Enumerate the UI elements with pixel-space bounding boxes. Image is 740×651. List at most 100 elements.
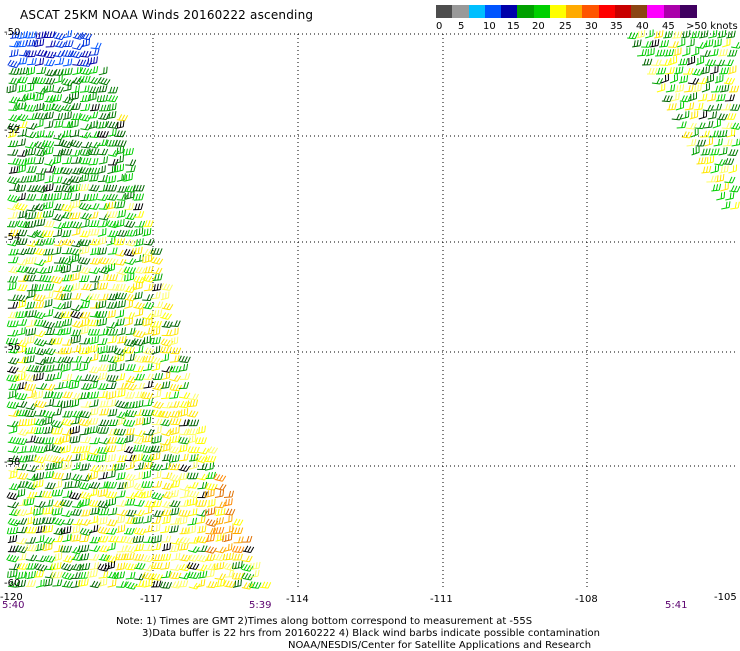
- wind-barb: [124, 258, 137, 265]
- wind-barb: [26, 240, 38, 247]
- wind-barb: [60, 148, 73, 156]
- wind-barb: [687, 77, 700, 85]
- wind-barb: [204, 462, 215, 471]
- wind-barb: [143, 428, 155, 436]
- wind-barb: [9, 40, 21, 48]
- wind-barb: [678, 75, 689, 84]
- wind-barb: [179, 373, 191, 380]
- wind-barb: [125, 364, 136, 371]
- wind-barb: [105, 211, 118, 218]
- wind-barb: [115, 155, 125, 164]
- wind-barb: [178, 382, 190, 390]
- wind-barb: [25, 175, 36, 183]
- wind-barb: [116, 173, 126, 182]
- wind-barb: [249, 561, 261, 570]
- wind-barb: [97, 372, 108, 380]
- wind-barb: [98, 156, 109, 165]
- wind-barb: [88, 366, 101, 374]
- wind-barb: [44, 69, 57, 77]
- wind-barb: [713, 38, 722, 48]
- wind-barb: [25, 562, 37, 570]
- wind-barb: [7, 446, 20, 453]
- wind-barb: [700, 148, 711, 156]
- wind-barb: [25, 403, 38, 411]
- wind-barb: [645, 29, 654, 39]
- wind-barb: [114, 218, 125, 228]
- wind-barb: [95, 310, 108, 318]
- wind-barb: [149, 336, 161, 345]
- wind-barb: [25, 445, 36, 453]
- wind-barb: [79, 275, 90, 283]
- wind-barb: [16, 445, 27, 454]
- wind-barb: [116, 455, 127, 463]
- wind-barb: [44, 328, 56, 336]
- wind-barb: [654, 30, 664, 39]
- wind-barb: [25, 435, 36, 443]
- wind-barb: [708, 130, 719, 138]
- wind-barb: [205, 546, 217, 554]
- wind-barb: [123, 338, 137, 347]
- wind-barb: [665, 84, 676, 93]
- wind-barb: [35, 462, 46, 471]
- wind-barb: [89, 275, 101, 283]
- wind-barb: [60, 347, 73, 355]
- wind-barb: [134, 308, 144, 317]
- wind-barb: [214, 573, 226, 581]
- wind-barb: [697, 93, 708, 102]
- legend-label-25: 25: [559, 21, 572, 32]
- wind-barb: [24, 266, 38, 275]
- wind-barb: [97, 247, 108, 255]
- wind-barb: [694, 122, 706, 130]
- wind-barb: [6, 554, 20, 563]
- wind-barb: [62, 518, 74, 526]
- wind-barb: [124, 581, 138, 590]
- wind-barb: [116, 209, 127, 218]
- wind-barb: [79, 131, 91, 139]
- wind-barb: [79, 325, 89, 335]
- wind-barb: [16, 138, 26, 147]
- wind-barb: [223, 570, 235, 578]
- legend-swatch: [566, 5, 583, 18]
- wind-barb: [44, 111, 54, 120]
- wind-barb: [686, 56, 696, 66]
- wind-barb: [169, 327, 179, 337]
- wind-barb: [692, 83, 702, 93]
- wind-barb: [116, 500, 128, 507]
- wind-barb: [88, 157, 99, 166]
- wind-barb: [97, 338, 108, 345]
- wind-barb: [52, 461, 63, 470]
- wind-barb: [7, 534, 18, 544]
- wind-barb: [106, 328, 119, 336]
- wind-barb: [141, 409, 154, 417]
- wind-barb: [42, 525, 54, 533]
- wind-barb: [16, 220, 30, 229]
- wind-barb: [107, 356, 120, 364]
- wind-barb: [132, 399, 144, 409]
- wind-barb: [188, 536, 200, 544]
- wind-barb: [97, 194, 109, 202]
- wind-barb: [89, 562, 99, 571]
- wind-barb: [124, 427, 135, 436]
- wind-barb: [61, 247, 73, 255]
- wind-barb: [34, 348, 47, 356]
- wind-barb: [169, 500, 181, 508]
- wind-barb: [676, 121, 687, 129]
- wind-barb: [696, 157, 707, 165]
- wind-barb: [134, 417, 144, 426]
- wind-barb: [16, 76, 28, 84]
- wind-barb: [17, 128, 28, 137]
- wind-barb: [60, 264, 72, 274]
- wind-barb: [79, 392, 90, 400]
- wind-barb: [214, 508, 226, 516]
- wind-barb: [34, 446, 47, 453]
- wind-barb: [97, 220, 108, 228]
- wind-barb: [81, 38, 91, 48]
- wind-barb: [62, 555, 75, 563]
- wind-barb: [698, 110, 708, 120]
- wind-barb: [61, 472, 72, 481]
- wind-barb: [250, 569, 260, 578]
- wind-barb: [161, 501, 174, 509]
- wind-barb: [89, 507, 100, 515]
- wind-barb: [17, 121, 28, 128]
- wind-barb: [87, 391, 100, 399]
